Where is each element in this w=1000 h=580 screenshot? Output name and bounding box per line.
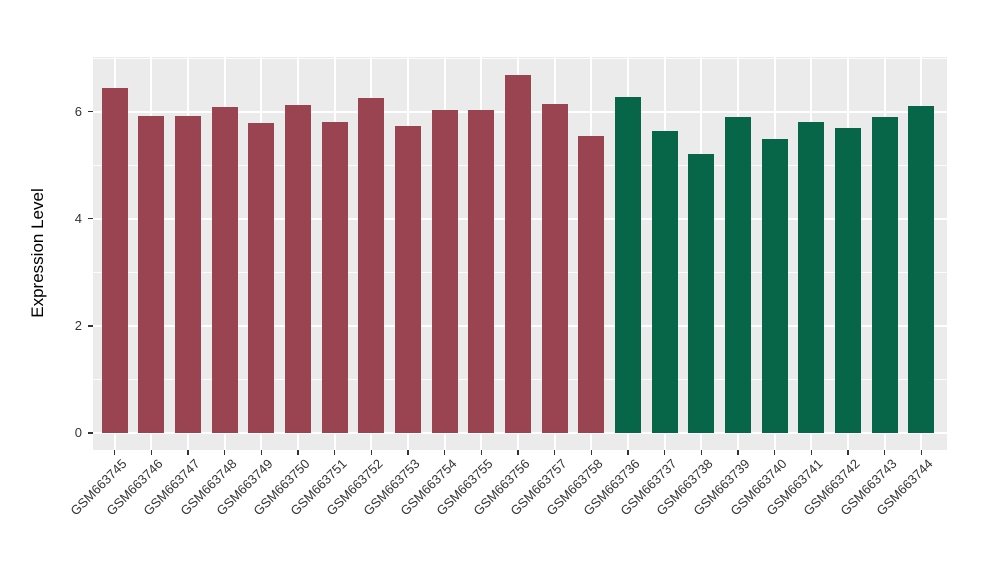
bar <box>541 104 568 433</box>
x-tick-mark <box>553 450 556 455</box>
bar <box>321 121 348 433</box>
y-axis-title: Expression Level <box>28 188 47 318</box>
x-tick-mark <box>700 450 703 455</box>
y-tick-label: 4 <box>74 210 82 226</box>
minor-gridline <box>93 57 947 59</box>
bar <box>175 115 202 433</box>
bar <box>101 87 128 433</box>
x-tick-mark <box>443 450 446 455</box>
x-tick-mark <box>590 450 593 455</box>
bar <box>285 104 312 433</box>
y-tick-mark <box>88 325 93 327</box>
bar <box>651 131 678 433</box>
bar <box>211 107 238 433</box>
x-tick-mark <box>113 450 116 455</box>
y-tick-label: 0 <box>74 425 82 440</box>
y-tick-label: 6 <box>74 103 82 119</box>
x-tick-mark <box>370 450 373 455</box>
x-tick-mark <box>297 450 299 455</box>
bar <box>358 98 385 433</box>
x-tick-mark <box>407 450 409 455</box>
major-gridline <box>93 432 947 434</box>
x-tick-mark <box>663 450 666 455</box>
bar <box>798 122 825 433</box>
x-tick-mark <box>150 450 153 455</box>
bar <box>908 106 935 433</box>
y-tick-label: 2 <box>74 317 82 333</box>
x-tick-mark <box>773 450 776 455</box>
x-tick-mark <box>187 450 189 455</box>
x-tick-mark <box>847 450 849 455</box>
bar <box>835 128 862 433</box>
y-tick-mark <box>88 432 93 434</box>
bar <box>248 123 275 433</box>
bar <box>615 96 642 433</box>
x-tick-mark <box>223 450 226 455</box>
bar <box>761 138 788 433</box>
bar <box>871 116 898 433</box>
bar <box>395 126 422 433</box>
bar <box>138 115 165 433</box>
x-tick-mark <box>517 450 519 455</box>
plot-panel <box>93 57 947 450</box>
y-tick-mark <box>88 217 93 220</box>
bar <box>688 154 715 433</box>
x-tick-mark <box>737 450 739 455</box>
bar <box>431 109 458 433</box>
x-tick-mark <box>920 450 923 455</box>
x-tick-mark <box>883 450 886 455</box>
x-tick-mark <box>480 450 483 455</box>
x-tick-mark <box>333 450 336 455</box>
bar <box>468 109 495 433</box>
bar <box>578 136 605 433</box>
bar <box>505 75 532 433</box>
x-tick-mark <box>810 450 813 455</box>
x-tick-mark <box>627 450 629 455</box>
y-tick-mark <box>88 110 93 113</box>
x-tick-mark <box>260 450 263 455</box>
bar <box>725 116 752 433</box>
